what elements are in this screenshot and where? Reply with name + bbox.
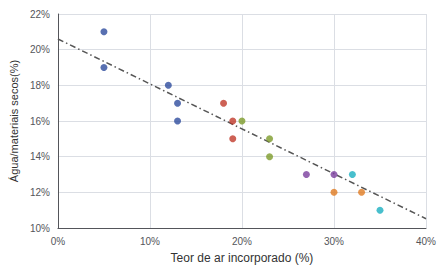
svg-text:12%: 12% <box>30 187 50 198</box>
svg-text:Água/materiais secos(%): Água/materiais secos(%) <box>8 60 20 182</box>
svg-text:10%: 10% <box>30 223 50 234</box>
svg-text:20%: 20% <box>232 236 252 247</box>
svg-text:18%: 18% <box>30 80 50 91</box>
svg-text:16%: 16% <box>30 116 50 127</box>
svg-text:10%: 10% <box>140 236 160 247</box>
svg-text:40%: 40% <box>416 236 436 247</box>
svg-text:Teor de ar incorporado (%): Teor de ar incorporado (%) <box>171 251 314 265</box>
svg-text:20%: 20% <box>30 44 50 55</box>
svg-text:22%: 22% <box>30 9 50 20</box>
svg-text:14%: 14% <box>30 151 50 162</box>
svg-text:0%: 0% <box>51 236 66 247</box>
svg-text:30%: 30% <box>324 236 344 247</box>
